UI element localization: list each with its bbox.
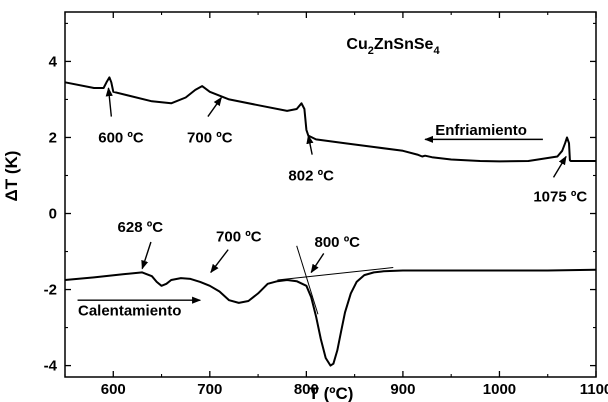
- series-line-calentamiento: [64, 268, 597, 367]
- plot-frame: [64, 11, 597, 378]
- tangent-line-2: [296, 245, 319, 315]
- y-tick-label-2: 2: [49, 129, 57, 146]
- y-tick-label-4: 4: [49, 53, 58, 70]
- annotation-label-1075-c: 1075 ºC: [533, 188, 587, 205]
- annotation-label-600-c: 600 ºC: [98, 129, 144, 146]
- compound-sub-2: 2: [368, 45, 374, 57]
- annotation-label-700-c: 700 ºC: [187, 129, 233, 146]
- annotation-label-700-c: 700 ºC: [216, 228, 262, 245]
- x-tick-label-1000: 1000: [483, 381, 516, 398]
- compound-znsnse: ZnSnSe: [374, 36, 434, 53]
- annotation-label-628-c: 628 ºC: [118, 219, 164, 236]
- annotation-arrow-7: [210, 249, 229, 274]
- y-tick-label--4: -4: [44, 358, 58, 375]
- annotation-arrow-2: [207, 96, 222, 117]
- x-axis-title: T (ºC): [309, 384, 354, 402]
- chart-title: Cu2ZnSnSe4: [346, 36, 440, 57]
- annotation-label-802-c: 802 ºC: [288, 167, 334, 184]
- annotation-arrow-6: [141, 241, 152, 270]
- x-tick-label-800: 800: [294, 381, 319, 398]
- x-tick-label-700: 700: [197, 381, 222, 398]
- y-tick-label-0: 0: [49, 206, 57, 223]
- annotation-label-800-c: 800 ºC: [315, 234, 361, 251]
- x-tick-label-900: 900: [390, 381, 415, 398]
- x-tick-label-1100: 1100: [580, 381, 608, 398]
- tangent-line-1: [277, 267, 394, 281]
- annotation-arrow-8: [310, 253, 325, 274]
- annotation-arrow-1: [105, 87, 113, 117]
- annotation-arrow-3: [306, 134, 314, 155]
- annotation-label-enfriamiento: Enfriamiento: [435, 122, 527, 139]
- annotation-arrow-4: [552, 155, 567, 178]
- compound-sub-4: 4: [433, 45, 440, 57]
- annotation-label-calentamiento: Calentamiento: [78, 302, 181, 319]
- x-tick-label-600: 600: [101, 381, 126, 398]
- compound-cu: Cu: [346, 36, 367, 53]
- series-line-enfriamiento: [64, 76, 596, 163]
- y-axis-title: ΔT (K): [2, 151, 21, 202]
- y-tick-label--2: -2: [44, 282, 57, 299]
